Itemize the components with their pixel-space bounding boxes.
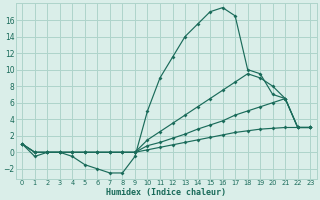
X-axis label: Humidex (Indice chaleur): Humidex (Indice chaleur): [106, 188, 226, 197]
